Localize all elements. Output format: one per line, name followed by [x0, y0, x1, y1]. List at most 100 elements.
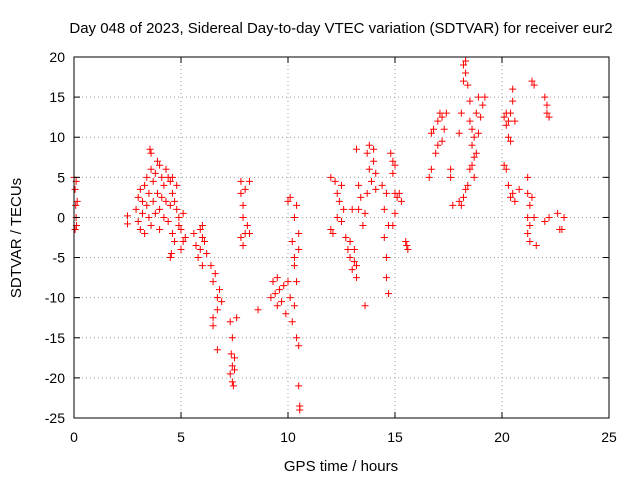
data-point: [290, 213, 298, 221]
data-point: [275, 286, 283, 294]
data-point: [472, 109, 480, 117]
data-point: [530, 213, 538, 221]
data-point: [404, 246, 412, 254]
data-point: [344, 246, 352, 254]
data-point: [447, 165, 455, 173]
data-point: [73, 197, 81, 205]
plot-frame: [73, 56, 610, 419]
data-point: [504, 117, 512, 125]
data-point: [382, 274, 390, 282]
y-tick-label: -5: [53, 250, 66, 266]
data-point: [355, 205, 363, 213]
data-point: [273, 274, 281, 282]
data-point: [209, 314, 217, 322]
data-point: [532, 242, 540, 250]
data-point: [153, 189, 161, 197]
data-point: [293, 334, 301, 342]
data-point: [432, 149, 440, 157]
data-point: [504, 181, 512, 189]
data-point: [346, 238, 354, 246]
axis-ticks: [73, 56, 610, 419]
data-point: [231, 366, 238, 374]
data-point: [359, 221, 367, 229]
data-point: [124, 220, 131, 228]
data-point: [147, 221, 155, 229]
data-point: [239, 213, 247, 221]
grid-lines: [74, 57, 609, 418]
data-point: [509, 189, 517, 197]
data-point: [168, 173, 176, 181]
data-point: [449, 201, 457, 209]
data-point: [228, 378, 236, 386]
data-point: [167, 250, 175, 258]
data-point: [288, 318, 296, 326]
x-tick-label: 10: [280, 429, 296, 445]
data-point: [352, 274, 360, 282]
y-tick-label: 15: [49, 89, 65, 105]
data-point: [434, 117, 442, 125]
x-tick-label: 20: [494, 429, 510, 445]
data-point: [466, 97, 474, 105]
data-point: [136, 225, 144, 233]
data-point: [380, 234, 388, 241]
data-point: [387, 149, 395, 157]
data-point: [296, 406, 304, 414]
data-point: [158, 193, 166, 201]
data-point: [515, 185, 523, 193]
data-point: [370, 145, 378, 153]
data-point: [403, 242, 411, 250]
data-point: [462, 185, 470, 193]
data-point: [526, 221, 534, 229]
data-point: [391, 209, 399, 217]
data-point: [442, 109, 450, 117]
data-point: [229, 382, 237, 390]
data-point: [468, 141, 476, 149]
data-point: [397, 197, 405, 205]
data-point: [342, 234, 350, 241]
data-points: [70, 57, 568, 414]
data-point: [237, 234, 245, 241]
data-point: [434, 141, 442, 149]
data-point: [269, 278, 277, 286]
data-point: [479, 101, 487, 109]
data-point: [166, 254, 174, 262]
data-point: [213, 294, 221, 302]
data-point: [509, 97, 517, 105]
data-point: [528, 193, 536, 201]
data-point: [526, 201, 534, 209]
data-point: [389, 169, 397, 177]
data-point: [331, 177, 339, 185]
data-point: [509, 85, 517, 93]
data-point: [271, 290, 279, 298]
x-axis-label: GPS time / hours: [284, 458, 398, 475]
data-point: [382, 254, 390, 262]
data-point: [136, 185, 144, 193]
data-point: [464, 181, 472, 189]
data-point: [145, 213, 153, 221]
data-point: [526, 238, 534, 246]
data-point: [211, 270, 219, 278]
data-point: [352, 262, 360, 270]
data-point: [558, 225, 566, 233]
data-point: [335, 197, 343, 205]
data-point: [468, 161, 476, 169]
data-point: [160, 181, 168, 189]
data-point: [457, 109, 465, 117]
data-point: [295, 246, 303, 254]
data-point: [160, 213, 168, 221]
data-point: [207, 262, 215, 270]
data-point: [352, 145, 360, 153]
data-point: [166, 201, 174, 209]
data-point: [440, 125, 448, 133]
data-point: [173, 205, 181, 213]
data-point: [502, 165, 510, 173]
data-point: [237, 177, 245, 185]
data-point: [171, 238, 179, 246]
data-point: [239, 201, 247, 209]
data-point: [245, 177, 253, 185]
data-point: [438, 137, 446, 145]
data-point: [367, 177, 375, 185]
data-point: [153, 157, 161, 165]
data-point: [132, 205, 140, 213]
